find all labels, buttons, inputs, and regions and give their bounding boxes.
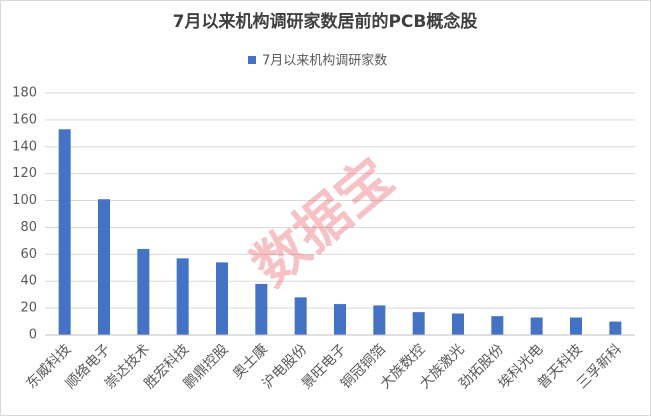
- y-tick-label: 140: [12, 139, 37, 154]
- bar: [412, 312, 425, 335]
- y-tick-label: 120: [12, 166, 37, 181]
- y-tick-label: 80: [20, 220, 37, 235]
- legend-label: 7月以来机构调研家数: [262, 53, 387, 69]
- bar: [176, 258, 189, 335]
- bar: [216, 262, 228, 335]
- chart-title: 7月以来机构调研家数居前的PCB概念股: [173, 11, 478, 32]
- legend-swatch: [248, 56, 256, 64]
- y-tick-label: 60: [20, 247, 37, 262]
- bar: [58, 129, 71, 335]
- bar: [255, 283, 268, 335]
- y-tick-label: 0: [29, 328, 37, 343]
- y-tick-label: 40: [20, 274, 37, 289]
- bar: [373, 305, 386, 335]
- y-tick-label: 160: [12, 112, 37, 127]
- y-tick-label: 20: [20, 301, 37, 316]
- bar: [137, 248, 150, 335]
- bar: [334, 304, 346, 335]
- bar: [98, 199, 110, 335]
- bar: [609, 321, 622, 335]
- bar: [570, 317, 582, 335]
- bar: [491, 316, 504, 335]
- y-tick-label: 100: [12, 193, 37, 208]
- y-tick-label: 180: [12, 86, 37, 101]
- bar: [294, 297, 307, 335]
- bar: [452, 313, 464, 335]
- bar: [530, 317, 543, 335]
